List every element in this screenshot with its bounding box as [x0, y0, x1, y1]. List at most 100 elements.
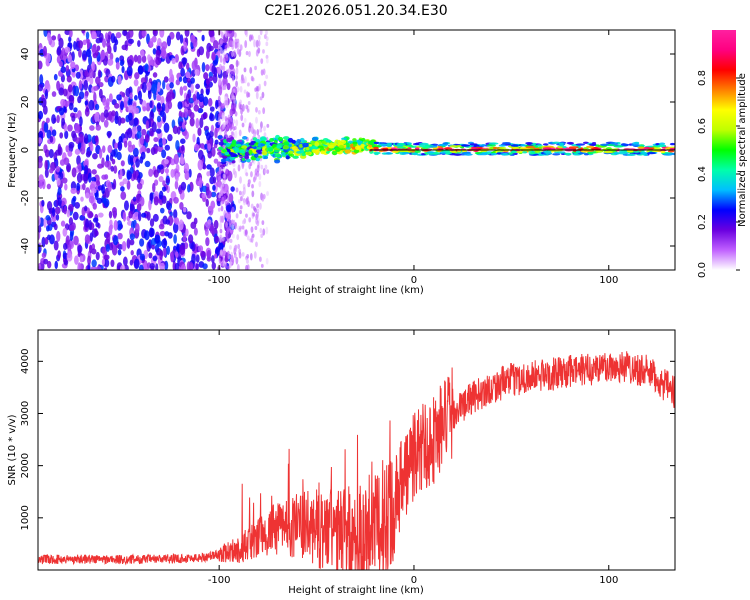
heatmap-cell	[119, 55, 125, 62]
heatmap-cell	[198, 177, 203, 188]
heatmap-cell	[154, 179, 159, 186]
heatmap-cell	[44, 89, 49, 100]
heatmap-cell	[159, 262, 165, 270]
heatmap-cell	[173, 196, 179, 204]
heatmap-cell	[218, 113, 221, 118]
heatmap-cell	[186, 261, 192, 270]
heatmap-cell	[92, 217, 99, 223]
heatmap-cell	[54, 260, 58, 270]
heatmap-cell	[155, 57, 162, 66]
heatmap-cell	[133, 117, 139, 126]
heatmap-cell	[368, 140, 376, 146]
heatmap-cell	[172, 125, 179, 135]
heatmap-cell	[231, 224, 235, 230]
heatmap-cell	[196, 30, 203, 33]
heatmap-cell	[291, 146, 298, 151]
heatmap-cell	[453, 153, 462, 156]
heatmap-cell	[525, 141, 533, 145]
heatmap-cell	[64, 30, 71, 36]
heatmap-cell	[89, 144, 94, 152]
heatmap-cell	[651, 147, 662, 150]
heatmap-cell	[412, 152, 418, 156]
heatmap-cell	[213, 158, 219, 164]
heatmap-cell	[212, 39, 219, 49]
heatmap-cell	[632, 142, 640, 145]
heatmap-cell	[166, 245, 170, 255]
heatmap-cell	[72, 211, 79, 221]
colorbar-tick-label: 0.0	[697, 262, 708, 278]
heatmap-cell	[223, 84, 227, 91]
heatmap-cell	[267, 147, 274, 152]
heatmap-cell	[373, 146, 379, 150]
heatmap-cell	[256, 211, 259, 219]
heatmap-cell	[212, 176, 217, 184]
heatmap-cell	[187, 184, 191, 193]
heatmap-cell	[266, 169, 270, 174]
heatmap-cell	[117, 140, 123, 152]
heatmap-cell	[141, 55, 147, 63]
heatmap-cell	[232, 119, 236, 124]
heatmap-cell	[173, 153, 180, 165]
heatmap-cell	[56, 80, 61, 91]
heatmap-cell	[223, 210, 227, 218]
heatmap-cell	[98, 82, 104, 88]
heatmap-cell	[68, 217, 74, 226]
heatmap-cell	[45, 225, 50, 232]
heatmap-cell	[164, 158, 169, 165]
heatmap-cell	[245, 158, 251, 163]
heatmap-cell	[128, 30, 134, 38]
heatmap-cell	[82, 183, 86, 191]
heatmap-cell	[243, 67, 247, 73]
heatmap-cell	[165, 52, 172, 64]
heatmap-cell	[178, 219, 184, 231]
heatmap-cell	[104, 32, 109, 41]
heatmap-cell	[228, 73, 232, 79]
heatmap-cell	[100, 50, 106, 60]
heatmap-cell	[229, 124, 233, 131]
heatmap-cell	[182, 207, 187, 213]
heatmap-y-tick-label: 20	[20, 96, 31, 109]
heatmap-cell	[261, 137, 267, 141]
heatmap-cell	[296, 150, 303, 154]
heatmap-cell	[193, 227, 198, 236]
heatmap-cell	[314, 141, 320, 147]
heatmap-cell	[105, 102, 110, 108]
heatmap-cell	[38, 243, 41, 254]
heatmap-cell	[71, 71, 76, 78]
heatmap-cell	[198, 93, 205, 103]
heatmap-cell	[191, 60, 198, 71]
snr-y-tick-label: 3000	[20, 401, 31, 426]
heatmap-cell	[587, 151, 597, 154]
heatmap-cell	[38, 84, 44, 92]
heatmap-cell	[191, 253, 196, 265]
heatmap-cell	[84, 205, 88, 212]
heatmap-cell	[253, 39, 256, 48]
heatmap-x-axis-title: Height of straight line (km)	[288, 285, 424, 296]
heatmap-cell	[153, 137, 159, 143]
heatmap-cell	[262, 228, 266, 236]
heatmap-cell	[568, 146, 579, 149]
heatmap-cell	[233, 49, 236, 58]
heatmap-cell	[96, 197, 103, 204]
heatmap-cell	[206, 249, 211, 260]
heatmap-cell	[79, 255, 84, 263]
heatmap-cell	[184, 170, 190, 181]
heatmap-cell	[637, 146, 645, 149]
heatmap-cell	[43, 217, 47, 228]
heatmap-cell	[274, 159, 281, 164]
heatmap-cell	[274, 153, 281, 158]
snr-x-tick-label: 100	[599, 575, 618, 586]
heatmap-cell	[178, 61, 183, 70]
heatmap-cell	[219, 234, 223, 240]
heatmap-cell	[117, 115, 122, 126]
heatmap-cell	[235, 67, 239, 75]
heatmap-y-tick-label: 0	[20, 147, 31, 153]
heatmap-cell	[77, 262, 82, 270]
heatmap-cell	[218, 176, 221, 182]
heatmap-cell	[520, 144, 527, 147]
heatmap-cell	[225, 142, 231, 148]
heatmap-cell	[107, 181, 112, 193]
heatmap-cell	[141, 128, 147, 136]
heatmap-cell	[207, 97, 213, 107]
heatmap-cell	[281, 152, 286, 156]
